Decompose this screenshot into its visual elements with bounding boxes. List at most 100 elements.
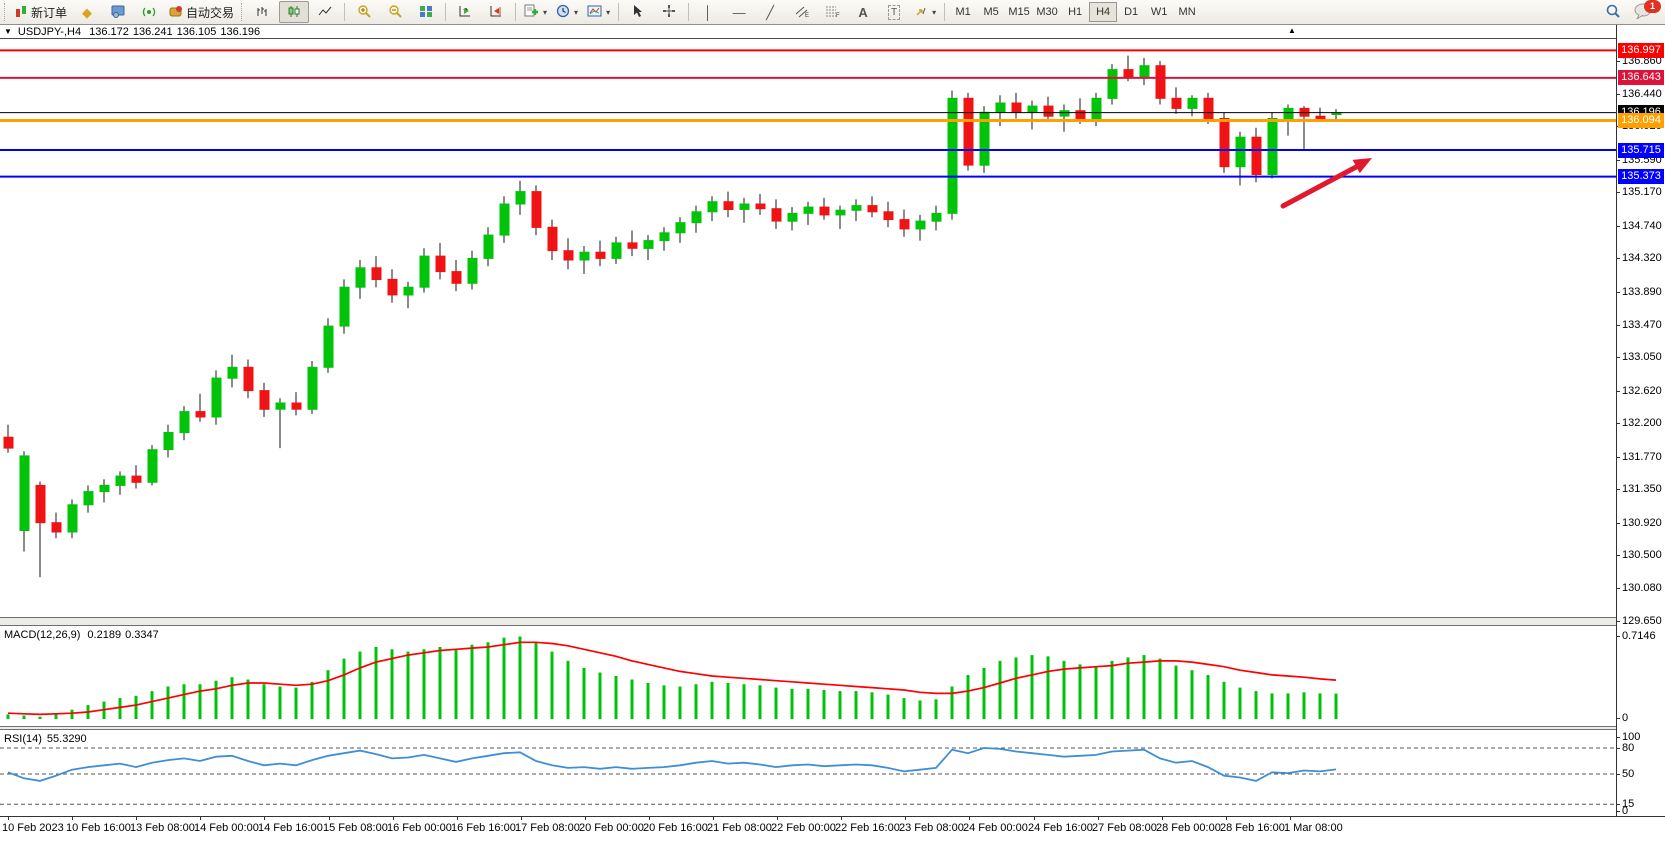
market-watch-button[interactable] <box>103 1 133 23</box>
macd-histogram-bar <box>246 679 250 719</box>
periods-button[interactable]: ▾ <box>552 1 582 23</box>
new-order-label: 新订单 <box>31 5 68 20</box>
horizontal-line-button[interactable]: — <box>724 1 754 23</box>
ohlc-high: 136.241 <box>132 26 173 38</box>
timeframe-button-D1[interactable]: D1 <box>1124 6 1139 18</box>
candle <box>531 185 542 236</box>
candle <box>1043 96 1054 122</box>
timeframe-button-M1[interactable]: M1 <box>955 6 971 18</box>
macd-histogram-bar <box>1302 692 1306 719</box>
candle <box>19 451 30 552</box>
macd-histogram-bar <box>966 674 970 719</box>
chart-symbol-period: USDJPY-,H4 <box>17 26 82 38</box>
rsi-pane[interactable] <box>0 730 1665 816</box>
price-tag: 136.997 <box>1618 43 1664 58</box>
price-tag: 136.643 <box>1618 70 1664 85</box>
macd-histogram-bar <box>262 684 266 719</box>
candle <box>851 199 862 222</box>
auto-scroll-button[interactable] <box>450 1 480 23</box>
line-chart-icon <box>318 5 332 20</box>
time-axis-tick <box>200 817 201 820</box>
autotrading-button[interactable]: 自动交易 <box>165 1 238 23</box>
macd-histogram-bar <box>422 649 426 719</box>
macd-histogram-bar <box>1190 670 1194 719</box>
notifications-button[interactable]: 1 <box>1629 0 1663 23</box>
search-button[interactable] <box>1598 1 1628 23</box>
price-axis[interactable]: 136.860136.440136.020135.590135.170134.7… <box>1616 25 1665 817</box>
time-axis-tick <box>1290 817 1291 820</box>
chart-restore-marker[interactable]: ▲ <box>1288 26 1296 35</box>
signal-button[interactable] <box>134 1 164 23</box>
text-label-button[interactable]: T <box>879 1 909 23</box>
macd-histogram-bar <box>406 651 410 719</box>
timeframe-button-MN[interactable]: MN <box>1178 6 1196 18</box>
candle <box>691 205 702 233</box>
candle <box>787 207 798 231</box>
candle <box>1267 112 1278 179</box>
rsi-label: RSI(14) 55.3290 <box>4 733 87 745</box>
vertical-line-button[interactable]: │ <box>693 1 723 23</box>
time-axis-tick <box>329 817 330 820</box>
candle <box>643 235 654 260</box>
zoom-out-icon <box>388 4 402 20</box>
tile-windows-button[interactable] <box>411 1 441 23</box>
time-axis-label: 1 Mar 08:00 <box>1284 822 1343 834</box>
pane-divider[interactable] <box>0 617 1665 626</box>
timeframe-button-M30[interactable]: M30 <box>1036 6 1058 18</box>
crosshair-button[interactable] <box>654 1 684 23</box>
cursor-button[interactable] <box>623 1 653 23</box>
timeframe-button-M5[interactable]: M5 <box>983 6 999 18</box>
time-axis-label: 14 Feb 16:00 <box>258 822 323 834</box>
templates-button[interactable]: ▾ <box>583 1 614 23</box>
add-indicator-button[interactable]: ▾ <box>520 1 551 23</box>
symbol-dropdown-icon[interactable]: ▼ <box>4 27 12 36</box>
text-button[interactable]: A <box>848 1 878 23</box>
timeframe-button-M15[interactable]: M15 <box>1008 6 1030 18</box>
bar-chart-button[interactable] <box>248 1 278 23</box>
line-chart-button[interactable] <box>310 1 340 23</box>
zoom-out-button[interactable] <box>380 1 410 23</box>
time-axis-label: 16 Feb 00:00 <box>387 822 452 834</box>
time-axis-tick <box>72 817 73 820</box>
arrows-button[interactable]: ▾ <box>910 1 940 23</box>
time-axis-tick <box>1098 817 1099 820</box>
candle <box>35 481 46 578</box>
candlestick-chart-button[interactable] <box>279 1 310 23</box>
candle <box>515 180 526 215</box>
candle <box>675 217 686 243</box>
main-price-pane[interactable] <box>0 39 1665 617</box>
macd-pane[interactable] <box>0 626 1665 726</box>
equidistant-channel-icon: E <box>794 5 809 20</box>
timeframe-button-H1[interactable]: H1 <box>1068 6 1083 18</box>
macd-histogram-bar <box>1142 655 1146 719</box>
time-axis[interactable]: 10 Feb 2023 10 Feb 16:00 13 Feb 08:00 14 Fe… <box>0 816 1665 841</box>
rsi-line <box>7 747 1337 782</box>
timeframe-button-W1[interactable]: W1 <box>1150 6 1168 18</box>
macd-histogram-bar <box>1238 687 1242 719</box>
macd-histogram-bar <box>838 691 842 719</box>
crosshair-icon <box>662 4 676 20</box>
chart-shift-button[interactable] <box>481 1 511 23</box>
equidistant-channel-button[interactable]: E <box>786 1 816 23</box>
horizontal-line-icon: — <box>732 4 746 20</box>
candle <box>1171 87 1182 114</box>
time-axis-label: 21 Feb 08:00 <box>707 822 772 834</box>
trendline-button[interactable]: ╱ <box>755 1 785 23</box>
macd-histogram-bar <box>758 685 762 719</box>
candle <box>259 382 270 417</box>
timeframe-button-H4[interactable]: H4 <box>1089 2 1118 22</box>
zoom-in-button[interactable] <box>349 1 379 23</box>
macd-histogram-bar <box>230 677 234 719</box>
time-axis-tick <box>264 817 265 820</box>
macd-histogram-bar <box>998 660 1002 719</box>
candle <box>339 279 350 334</box>
macd-histogram-bar <box>550 651 554 719</box>
candle <box>211 370 222 425</box>
rsi-axis-label: 15 <box>1616 798 1635 810</box>
pane-divider[interactable] <box>0 726 1665 730</box>
candle <box>947 90 958 220</box>
price-tick-label: 136.860 <box>1617 55 1662 67</box>
gold-chart-button[interactable]: ◆ <box>72 1 102 23</box>
new-order-button[interactable]: 新订单 <box>11 1 71 23</box>
fibonacci-button[interactable]: F <box>817 1 847 23</box>
